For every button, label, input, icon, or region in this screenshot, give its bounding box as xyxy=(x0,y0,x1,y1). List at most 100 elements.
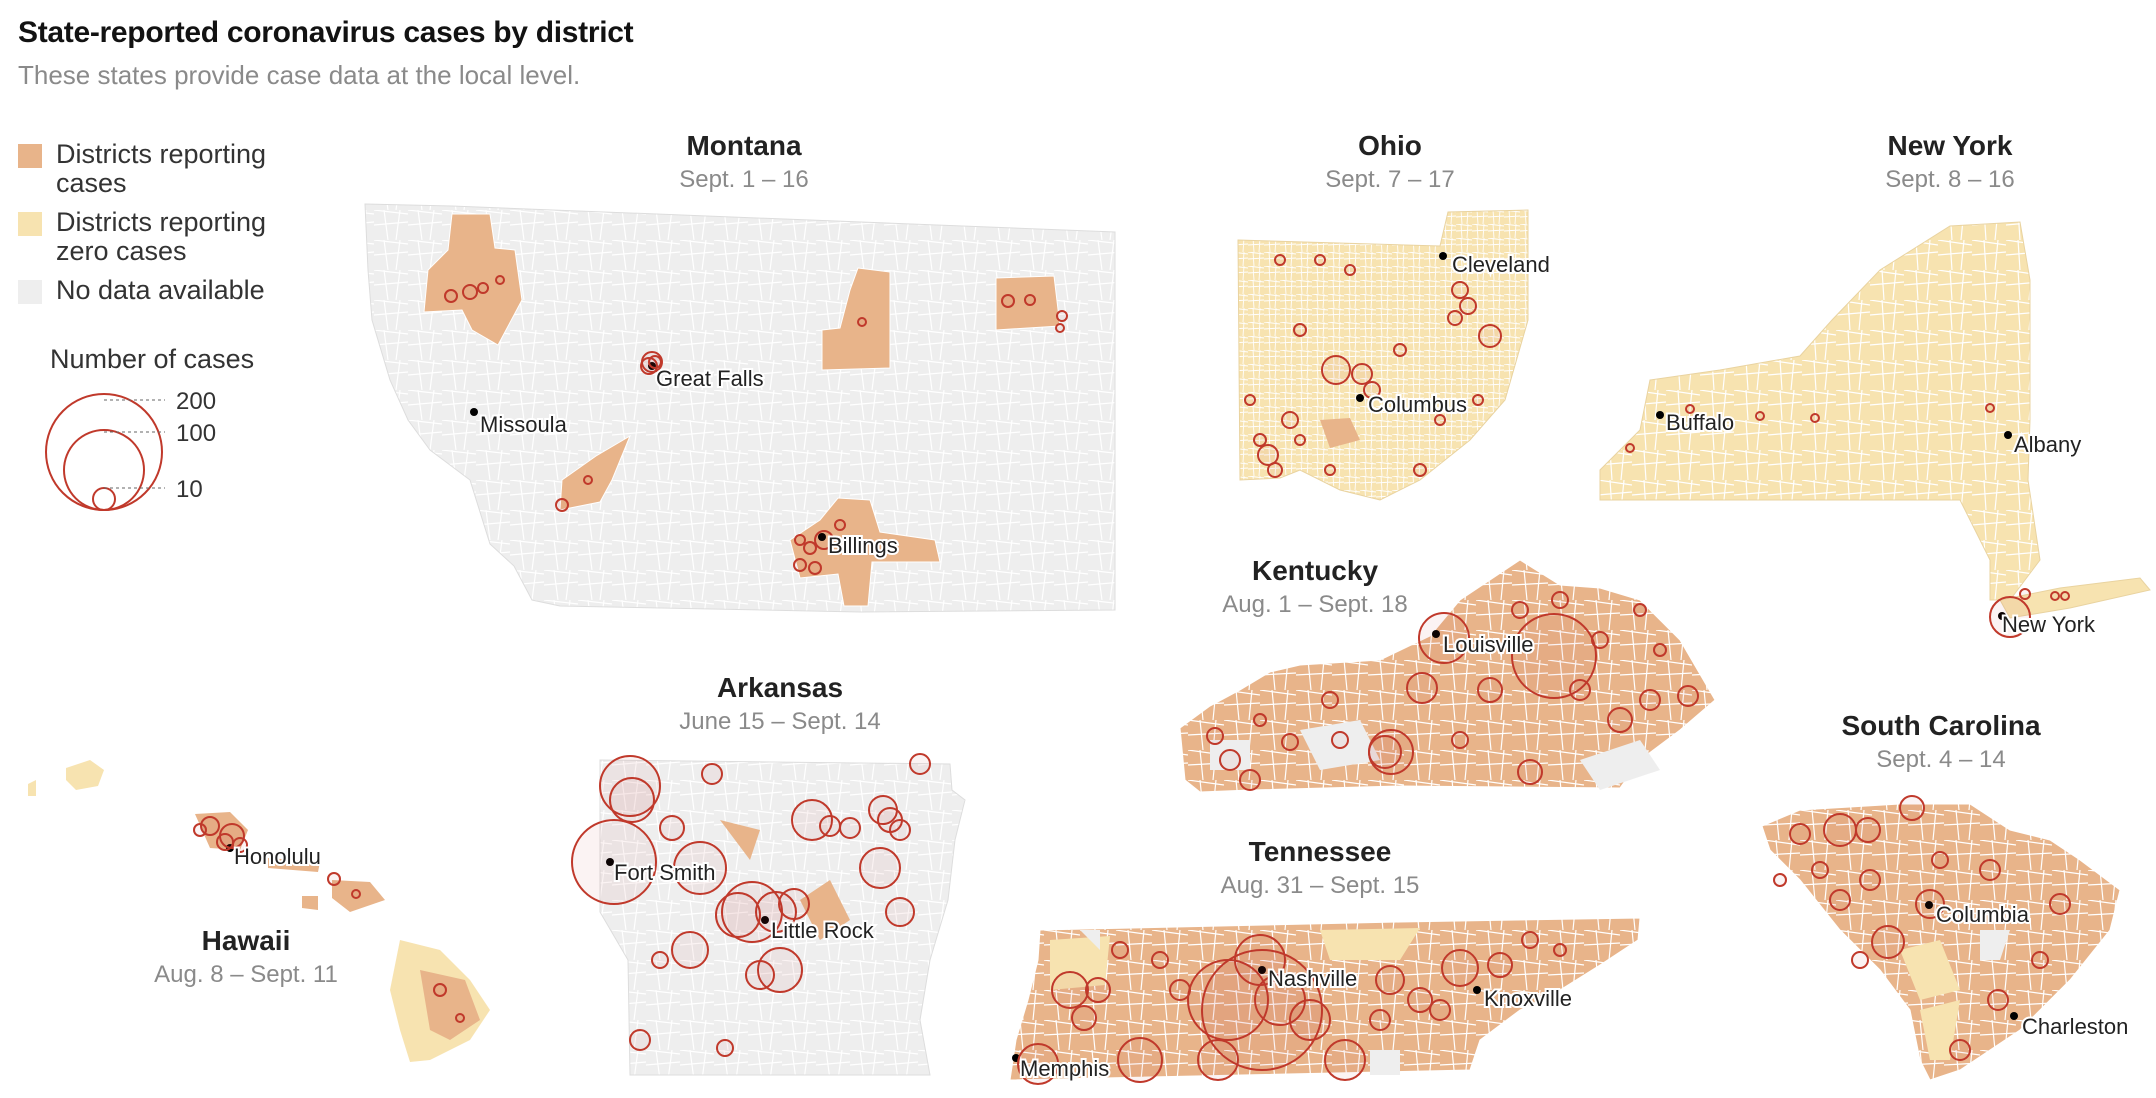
city-dot-buffalo xyxy=(1656,411,1664,419)
city-dot-honolulu xyxy=(226,844,234,852)
legend-item-zero: Districts reporting zero cases xyxy=(18,208,318,266)
hawaii-big-island-orange xyxy=(420,970,480,1040)
legend-label-zero: Districts reporting zero cases xyxy=(56,207,267,266)
city-dot-columbus xyxy=(1356,394,1364,402)
chart-subtitle: These states provide case data at the lo… xyxy=(18,60,581,90)
hawaii-name: Hawaii xyxy=(201,925,291,956)
city-dot-little-rock xyxy=(761,916,769,924)
newyork-dates: Sept. 8 – 16 xyxy=(1885,166,2015,193)
city-dot-charleston xyxy=(2010,1012,2018,1020)
ohio-dates: Sept. 7 – 17 xyxy=(1325,166,1455,193)
legend-item-cases: Districts reporting cases xyxy=(18,140,318,198)
hawaii-map xyxy=(28,760,490,1062)
arkansas-shape xyxy=(599,759,966,1076)
tennessee-map xyxy=(1009,917,1641,1081)
montana-shape xyxy=(364,203,1116,613)
city-label-buffalo: Buffalo xyxy=(1666,410,1734,435)
city-label-billings: Billings xyxy=(828,533,898,558)
city-label-columbia: Columbia xyxy=(1936,902,2030,927)
hawaii-oahu xyxy=(195,812,248,850)
hawaii-lanai xyxy=(302,896,318,910)
hawaii-dates: Aug. 8 – Sept. 11 xyxy=(154,961,338,988)
tennessee-label: Tennessee Aug. 31 – Sept. 15 xyxy=(1221,836,1420,900)
kentucky-label: Kentucky Aug. 1 – Sept. 18 xyxy=(1222,555,1407,619)
city-label-fort-smith: Fort Smith xyxy=(614,860,715,885)
kentucky-gray-1 xyxy=(1300,720,1380,770)
city-label-cleveland: Cleveland xyxy=(1452,252,1550,277)
city-label-missoula: Missoula xyxy=(480,412,568,437)
city-label-nashville: Nashville xyxy=(1268,966,1357,991)
tennessee-yellow-1 xyxy=(1050,936,1110,990)
kentucky-gray-3 xyxy=(1210,740,1250,770)
ohio-region-orange xyxy=(1320,418,1360,448)
newyork-label: New York Sept. 8 – 16 xyxy=(1885,130,2014,194)
newyork-shape xyxy=(1599,221,2041,601)
zero-swatch xyxy=(18,212,42,236)
ohio-name: Ohio xyxy=(1358,130,1422,161)
city-dot-nashville xyxy=(1258,966,1266,974)
legend-item-nodata: No data available xyxy=(18,276,318,305)
size-100-label: 100 xyxy=(176,420,216,447)
arkansas-name: Arkansas xyxy=(716,672,844,703)
hawaii-maui xyxy=(332,880,385,912)
chart-title: State-reported coronavirus cases by dist… xyxy=(18,16,634,49)
hawaii-niihau xyxy=(28,780,36,796)
city-dot-newyork xyxy=(1998,612,2006,620)
kentucky-dates: Aug. 1 – Sept. 18 xyxy=(1222,591,1408,618)
arkansas-map xyxy=(599,759,966,1076)
montana-region-c xyxy=(821,267,891,371)
arkansas-dates: June 15 – Sept. 14 xyxy=(679,708,881,735)
montana-name: Montana xyxy=(686,130,802,161)
legend-label-nodata: No data available xyxy=(56,275,265,305)
montana-region-sw xyxy=(559,434,632,511)
case-circles xyxy=(193,254,2071,1085)
city-label-louisville: Louisville xyxy=(1443,632,1534,657)
hawaii-label: Hawaii Aug. 8 – Sept. 11 xyxy=(154,925,338,989)
city-label-columbus: Columbus xyxy=(1368,392,1467,417)
southcarolina-shape xyxy=(1761,803,2121,1081)
city-dot-cleveland xyxy=(1439,252,1447,260)
arkansas-region-1 xyxy=(800,880,850,940)
montana-label: Montana Sept. 1 – 16 xyxy=(679,130,808,194)
city-dot-louisville xyxy=(1432,630,1440,638)
southcarolina-dates: Sept. 4 – 14 xyxy=(1876,746,2006,773)
city-label-albany: Albany xyxy=(2014,432,2081,457)
hawaii-molokai xyxy=(268,858,320,872)
kentucky-name: Kentucky xyxy=(1251,555,1379,586)
city-dot-missoula xyxy=(470,408,478,416)
cases-swatch xyxy=(18,144,42,168)
size-200-label: 200 xyxy=(176,390,216,415)
newyork-map xyxy=(1599,221,2151,620)
montana-region-nw xyxy=(423,213,523,346)
size-legend-title: Number of cases xyxy=(50,344,255,374)
tennessee-yellow-2 xyxy=(1320,928,1420,960)
montana-dates: Sept. 1 – 16 xyxy=(679,166,809,193)
city-label-great-falls: Great Falls xyxy=(656,366,764,391)
color-legend: Districts reporting cases Districts repo… xyxy=(18,140,318,315)
city-dot-memphis xyxy=(1012,1054,1020,1062)
hawaii-big-island xyxy=(390,940,490,1062)
arkansas-region-2 xyxy=(720,820,760,860)
newyork-long-island xyxy=(1999,577,2151,619)
southcarolina-map xyxy=(1761,803,2121,1081)
sc-yellow-2 xyxy=(1920,1000,1960,1060)
nodata-swatch xyxy=(18,280,42,304)
city-label-newyork: New York xyxy=(2002,612,2096,637)
sc-gray xyxy=(1980,930,2010,960)
tennessee-gray-1 xyxy=(1080,930,1100,950)
city-labels: Great Falls Missoula Billings Cleveland … xyxy=(232,250,2130,1083)
montana-region-s xyxy=(789,497,941,607)
size-legend: 200 100 10 xyxy=(45,390,216,511)
montana-region-ne xyxy=(995,275,1061,331)
city-label-knoxville: Knoxville xyxy=(1484,986,1572,1011)
city-dot-billings xyxy=(818,533,826,541)
tennessee-gray-2 xyxy=(1370,1050,1400,1075)
sc-yellow-1 xyxy=(1900,940,1960,1000)
city-label-honolulu: Honolulu xyxy=(234,844,321,869)
city-label-charleston: Charleston xyxy=(2022,1014,2128,1039)
kentucky-gray-2 xyxy=(1580,740,1660,790)
city-dot-albany xyxy=(2004,431,2012,439)
tennessee-shape xyxy=(1009,917,1641,1081)
legend-label-cases: Districts reporting cases xyxy=(56,139,267,198)
city-label-memphis: Memphis xyxy=(1020,1056,1109,1081)
